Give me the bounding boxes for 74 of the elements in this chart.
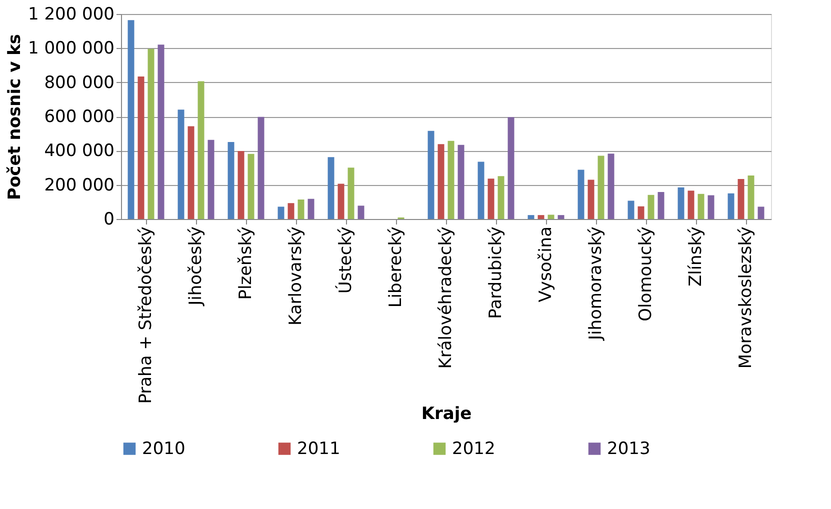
bar: [678, 187, 684, 219]
bar: [558, 215, 564, 219]
bar: [448, 140, 454, 219]
y-tick-label: 1 000 000: [28, 38, 114, 59]
bar: [298, 200, 304, 219]
y-tick-label: 200 000: [44, 175, 114, 196]
x-tick-label: Karlovarský: [286, 226, 306, 326]
x-tick-label: Praha + Středočeský: [136, 226, 156, 404]
bar: [728, 193, 734, 219]
bar: [738, 179, 744, 219]
bar: [438, 144, 444, 219]
x-tick-label: Plzeňský: [236, 226, 256, 300]
bar: [458, 144, 464, 219]
bar: [308, 198, 314, 219]
bar: [208, 140, 214, 219]
x-tick-label: Jihomoravský: [586, 226, 606, 341]
bar: [758, 206, 764, 219]
bar: [628, 200, 634, 219]
x-tick-label: Pardubický: [486, 226, 506, 319]
x-tick-label: Jihočeský: [186, 226, 206, 306]
bar: [198, 81, 204, 219]
bar: [598, 156, 604, 219]
bar: [248, 154, 254, 219]
x-tick-label: Zlínský: [686, 226, 706, 287]
y-tick-label: 600 000: [44, 107, 114, 127]
bar: [158, 44, 164, 219]
bar: [688, 190, 694, 219]
bar: [548, 214, 554, 219]
bar: [488, 178, 494, 219]
bar: [648, 194, 654, 219]
bar: [708, 195, 714, 219]
y-axis-title: Počet nosnic v ks: [4, 34, 25, 200]
bar: [128, 20, 134, 219]
x-tick-label: Liberecký: [386, 226, 406, 308]
bar: [528, 215, 534, 219]
bar: [178, 110, 184, 219]
x-tick-label: Vysočina: [536, 226, 556, 302]
y-tick-label: 800 000: [44, 72, 114, 93]
bar: [588, 180, 594, 219]
bar: [508, 117, 514, 219]
legend-label: 2013: [607, 438, 650, 459]
legend-label: 2010: [142, 438, 186, 459]
x-axis-title: Kraje: [421, 404, 472, 424]
bar: [698, 194, 704, 219]
bar: [338, 184, 344, 219]
bar: [348, 168, 354, 219]
bar: [258, 116, 264, 219]
bar: [288, 203, 294, 219]
bar: [658, 192, 664, 219]
bar: [578, 170, 584, 219]
legend-label: 2011: [297, 438, 340, 459]
bar: [428, 130, 434, 219]
bar: [188, 126, 194, 219]
bar: [478, 162, 484, 219]
bar: [748, 175, 754, 219]
bar: [638, 206, 644, 219]
y-tick-label: 400 000: [44, 141, 114, 162]
bar: [608, 154, 614, 219]
legend-label: 2012: [452, 438, 496, 459]
bar: [238, 151, 244, 219]
bar: [228, 142, 234, 219]
y-tick-label: 0: [104, 210, 114, 230]
x-tick-label: Královéhradecký: [436, 226, 456, 369]
x-tick-label: Olomoucký: [636, 226, 656, 322]
bar: [148, 48, 154, 219]
x-tick-label: Moravskoslezský: [736, 226, 756, 369]
bar: [498, 176, 504, 219]
bar: [278, 206, 284, 219]
x-tick-label: Ústecký: [335, 226, 356, 294]
bar: [138, 76, 144, 219]
y-tick-label: 1 200 000: [28, 4, 114, 24]
bar: [358, 206, 364, 219]
bar: [328, 157, 334, 219]
bar: [538, 215, 544, 219]
